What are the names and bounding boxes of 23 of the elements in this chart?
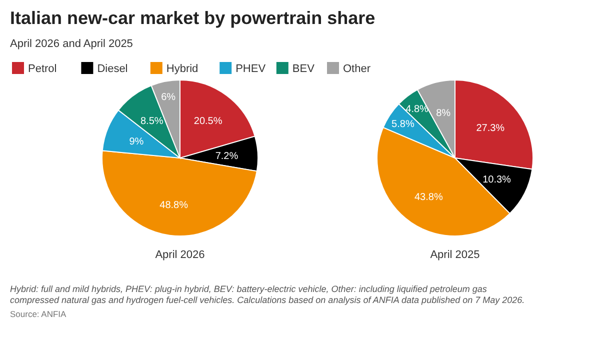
data-label: 43.8% bbox=[414, 192, 443, 204]
data-label: 48.8% bbox=[160, 200, 188, 211]
data-label: 9% bbox=[129, 136, 144, 148]
data-label: 8% bbox=[436, 108, 451, 120]
data-label: 10.3% bbox=[482, 174, 512, 186]
data-label: 7.2% bbox=[215, 150, 238, 162]
chart-subtitle: April 2026 and April 2025 bbox=[10, 38, 133, 50]
data-label: 20.5% bbox=[194, 116, 222, 128]
legend-label: Diesel bbox=[97, 63, 128, 75]
legend-label: Other bbox=[343, 63, 371, 75]
data-label: 5.8% bbox=[392, 119, 414, 130]
legend-label: PHEV bbox=[236, 63, 266, 75]
data-label: 6% bbox=[161, 92, 176, 104]
source-note: Source: ANFIA bbox=[10, 309, 67, 319]
legend-label: BEV bbox=[292, 63, 316, 75]
text: April 2026 bbox=[155, 249, 205, 261]
legend-label: Petrol bbox=[28, 63, 57, 75]
data-label: 27.3% bbox=[476, 122, 505, 134]
text: April 2025 bbox=[430, 249, 480, 261]
legend-label: Hybrid bbox=[166, 63, 198, 75]
chart-title: Italian new-car market by powertrain share bbox=[10, 8, 376, 28]
data-label: 8.5% bbox=[140, 116, 164, 128]
text: Hybrid: full and mild hybrids, PHEV: plug-in hybrid, BEV: battery-electric vehicle, Other: including liquified petroleum gas compressed natural gas and hydrogen fuel-cell vehicles. Calculations based on analysis of ANFIA data published on 7 May 2026. bbox=[10, 284, 525, 305]
